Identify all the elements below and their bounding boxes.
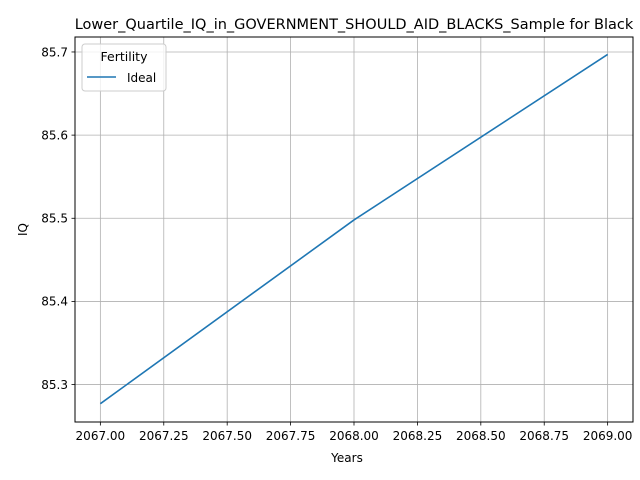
x-tick-label: 2067.50 <box>202 429 252 443</box>
x-tick-label: 2067.25 <box>139 429 189 443</box>
x-tick-label: 2067.75 <box>266 429 316 443</box>
x-tick-label: 2069.00 <box>583 429 633 443</box>
x-tick-label: 2067.00 <box>76 429 126 443</box>
chart-title: Lower_Quartile_IQ_in_GOVERNMENT_SHOULD_A… <box>75 17 634 33</box>
legend-title: Fertility <box>101 49 149 64</box>
legend-label-ideal: Ideal <box>127 71 156 85</box>
x-tick-label: 2068.00 <box>329 429 379 443</box>
y-axis-label: IQ <box>16 223 30 236</box>
y-tick-label: 85.3 <box>41 378 68 392</box>
x-tick-label: 2068.75 <box>519 429 569 443</box>
y-tick-label: 85.5 <box>41 212 68 226</box>
x-axis-label: Years <box>330 451 363 465</box>
legend: Fertility Ideal <box>82 44 166 91</box>
y-tick-label: 85.4 <box>41 295 68 309</box>
y-tick-label: 85.7 <box>41 45 68 59</box>
x-tick-label: 2068.25 <box>393 429 443 443</box>
x-tick-label: 2068.50 <box>456 429 506 443</box>
y-tick-label: 85.6 <box>41 128 68 142</box>
